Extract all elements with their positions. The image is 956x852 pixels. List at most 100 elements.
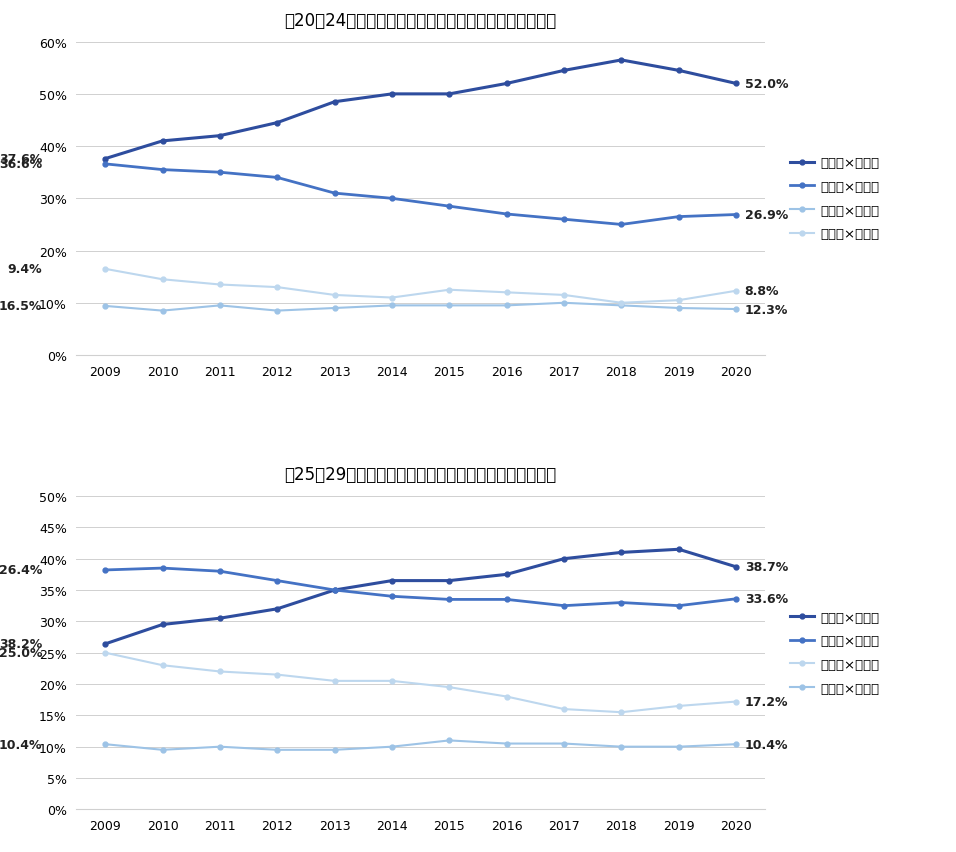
Text: 16.5%: 16.5% (0, 300, 42, 313)
同業種×異職種 (272, 745, 283, 755)
異業種×異職種 (214, 613, 226, 624)
Text: 8.8%: 8.8% (745, 285, 779, 298)
異業種×同職種 (444, 595, 455, 605)
同業種×異職種 (444, 735, 455, 746)
Legend: 異業種×異職種, 異業種×同職種, 同業種×同職種, 同業種×異職種: 異業種×異職種, 異業種×同職種, 同業種×同職種, 同業種×異職種 (785, 606, 885, 700)
Text: 38.2%: 38.2% (0, 637, 42, 651)
異業種×異職種 (157, 619, 168, 630)
異業種×異職種 (444, 89, 455, 100)
同業種×同職種 (99, 264, 111, 274)
Line: 異業種×異職種: 異業種×異職種 (102, 59, 739, 162)
同業種×異職種 (444, 301, 455, 311)
同業種×同職種 (329, 676, 340, 686)
異業種×同職種 (501, 595, 512, 605)
異業種×異職種 (214, 131, 226, 141)
異業種×同職種 (329, 189, 340, 199)
異業種×同職種 (558, 215, 570, 225)
Text: 10.4%: 10.4% (0, 738, 42, 751)
同業種×異職種 (329, 745, 340, 755)
Text: 36.6%: 36.6% (0, 158, 42, 171)
同業種×同職種 (730, 286, 742, 296)
Title: 、20〒24歳〕転職時の業種・職種異同のパターン別推移: 、20〒24歳〕転職時の業種・職種異同のパターン別推移 (285, 12, 556, 30)
同業種×同職種 (214, 280, 226, 291)
Line: 同業種×異職種: 同業種×異職種 (102, 301, 739, 314)
異業種×同職種 (157, 165, 168, 176)
異業種×同職種 (558, 601, 570, 611)
同業種×異職種 (616, 301, 627, 311)
異業種×同職種 (214, 168, 226, 178)
同業種×異職種 (558, 739, 570, 749)
同業種×同職種 (673, 701, 684, 711)
異業種×同職種 (99, 159, 111, 170)
Line: 異業種×同職種: 異業種×同職種 (102, 566, 739, 608)
異業種×同職種 (386, 591, 398, 602)
同業種×同職種 (214, 666, 226, 676)
同業種×同職種 (99, 648, 111, 658)
Line: 同業種×同職種: 同業種×同職種 (102, 650, 739, 715)
同業種×同職種 (616, 298, 627, 308)
異業種×同職種 (501, 210, 512, 220)
同業種×異職種 (157, 745, 168, 755)
同業種×異職種 (730, 740, 742, 750)
同業種×異職種 (673, 303, 684, 314)
同業種×異職種 (214, 742, 226, 752)
異業種×異職種 (673, 66, 684, 77)
同業種×同職種 (157, 275, 168, 285)
同業種×同職種 (501, 288, 512, 298)
同業種×同職種 (616, 707, 627, 717)
同業種×異職種 (501, 301, 512, 311)
同業種×異職種 (730, 304, 742, 314)
同業種×同職種 (386, 676, 398, 686)
異業種×異職種 (730, 562, 742, 573)
同業種×異職種 (214, 301, 226, 311)
異業種×異職種 (616, 548, 627, 558)
異業種×同職種 (272, 576, 283, 586)
異業種×異職種 (272, 604, 283, 614)
Line: 同業種×異職種: 同業種×異職種 (102, 738, 739, 752)
同業種×同職種 (501, 692, 512, 702)
異業種×同職種 (616, 220, 627, 230)
Line: 同業種×同職種: 同業種×同職種 (102, 267, 739, 306)
異業種×異職種 (444, 576, 455, 586)
異業種×同職種 (214, 567, 226, 577)
同業種×異職種 (99, 302, 111, 312)
Text: 26.4%: 26.4% (0, 564, 42, 577)
同業種×同職種 (386, 293, 398, 303)
Text: 17.2%: 17.2% (745, 695, 789, 708)
異業種×異職種 (558, 554, 570, 564)
異業種×同職種 (99, 565, 111, 575)
異業種×同職種 (386, 194, 398, 204)
Text: 10.4%: 10.4% (745, 738, 789, 751)
Text: 52.0%: 52.0% (745, 78, 789, 91)
Text: 33.6%: 33.6% (745, 593, 788, 606)
異業種×異職種 (730, 79, 742, 89)
同業種×同職種 (157, 660, 168, 671)
異業種×異職種 (99, 639, 111, 649)
Legend: 異業種×異職種, 異業種×同職種, 同業種×異職種, 同業種×同職種: 異業種×異職種, 異業種×同職種, 同業種×異職種, 同業種×同職種 (785, 152, 885, 246)
異業種×同職種 (730, 594, 742, 604)
異業種×異職種 (673, 544, 684, 555)
異業種×同職種 (673, 601, 684, 611)
Line: 異業種×同職種: 異業種×同職種 (102, 162, 739, 227)
同業種×同職種 (730, 697, 742, 707)
同業種×異職種 (616, 742, 627, 752)
異業種×同職種 (329, 585, 340, 596)
同業種×同職種 (558, 291, 570, 301)
異業種×異職種 (501, 79, 512, 89)
同業種×異職種 (329, 303, 340, 314)
異業種×異職種 (329, 97, 340, 107)
Title: 、25〒29歳〕転職時の業種・職種異同のパターン別推移: 、25〒29歳〕転職時の業種・職種異同のパターン別推移 (285, 466, 556, 484)
Text: 9.4%: 9.4% (8, 263, 42, 276)
同業種×同職種 (673, 296, 684, 306)
同業種×同職種 (272, 283, 283, 293)
異業種×異職種 (501, 569, 512, 579)
同業種×異職種 (272, 306, 283, 316)
同業種×異職種 (99, 740, 111, 750)
同業種×異職種 (558, 298, 570, 308)
異業種×異職種 (272, 118, 283, 129)
同業種×同職種 (329, 291, 340, 301)
同業種×同職種 (558, 704, 570, 714)
異業種×異職種 (386, 576, 398, 586)
異業種×同職種 (616, 598, 627, 608)
異業種×同職種 (157, 563, 168, 573)
